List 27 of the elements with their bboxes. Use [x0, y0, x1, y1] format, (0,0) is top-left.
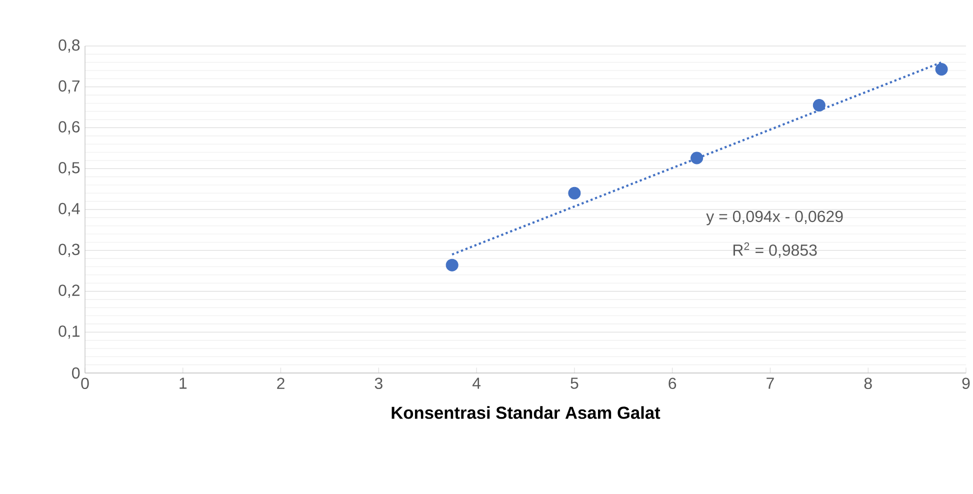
- point: [812, 99, 826, 112]
- x-axis-title: Konsentrasi Standar Asam Galat: [392, 406, 660, 419]
- point: [690, 152, 704, 164]
- x-tick-label: 2: [277, 378, 284, 389]
- y-tick-label: 0: [72, 367, 80, 379]
- x-tick-label: 1: [180, 378, 187, 389]
- point: [935, 63, 948, 76]
- y-tick-label: 0,5: [58, 162, 80, 176]
- x-tick-label: 5: [570, 378, 578, 389]
- y-tick-label: 0,3: [58, 244, 80, 257]
- annotation: R$^{2}$ = 0,9853: [733, 242, 817, 258]
- x-tick-label: 8: [864, 378, 872, 390]
- point: [446, 258, 458, 272]
- y-tick-label: 0,7: [58, 80, 80, 94]
- y-tick-label: 0,8: [58, 39, 80, 53]
- annotation: y = 0,094x - 0,0629: [706, 210, 843, 226]
- x-tick-label: 7: [766, 378, 774, 389]
- point: [568, 186, 581, 200]
- y-tick-label: 0,1: [58, 326, 80, 339]
- y-tick-label: 0,6: [58, 121, 80, 134]
- x-tick-label: 6: [668, 378, 676, 390]
- y-tick-label: 0,2: [58, 284, 80, 298]
- x-tick-label: 0: [81, 378, 89, 390]
- x-tick-label: 9: [962, 378, 970, 390]
- x-tick-label: 3: [374, 378, 382, 390]
- x-tick-label: 4: [472, 378, 481, 389]
- y-tick-label: 0,4: [58, 202, 80, 216]
